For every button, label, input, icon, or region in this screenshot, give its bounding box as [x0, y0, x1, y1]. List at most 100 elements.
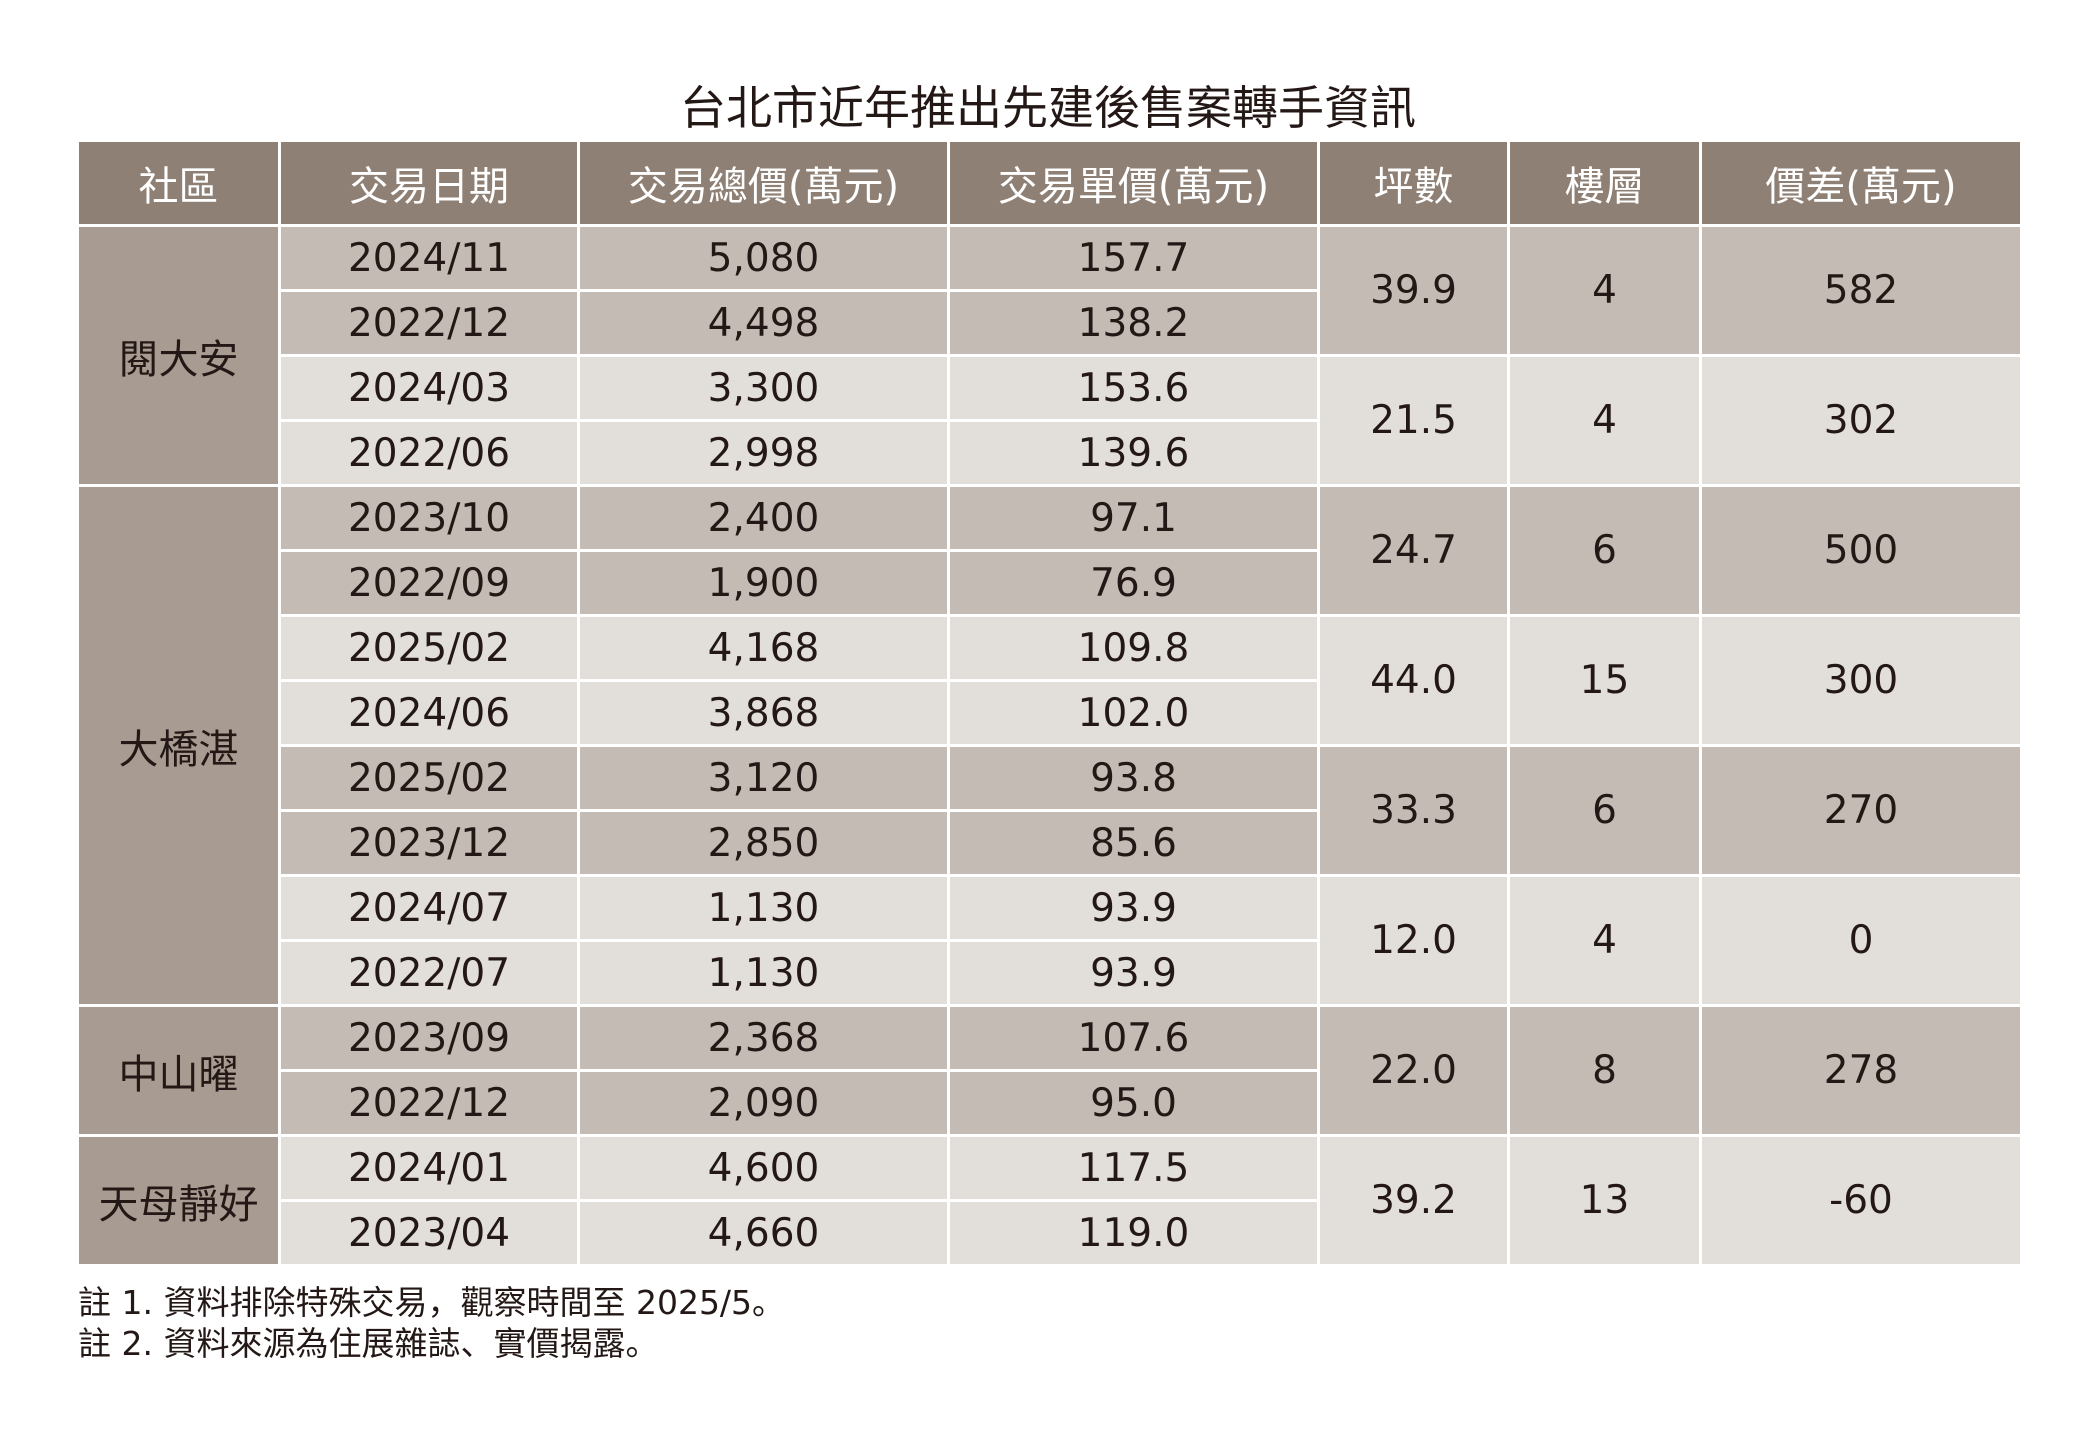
- unit-price-cell: 107.6: [947, 1004, 1320, 1072]
- unit-price-cell: 97.1: [947, 484, 1320, 552]
- total-price-cell: 3,868: [577, 679, 950, 747]
- header-community: 社區: [76, 139, 281, 227]
- table-row: 2023/12 2,850 85.6: [78, 809, 2022, 877]
- table-title: 台北市近年推出先建後售案轉手資訊: [680, 81, 1416, 135]
- total-price-cell: 4,498: [577, 289, 950, 357]
- ping-cell: 39.2: [1317, 1134, 1510, 1267]
- ping-cell: 12.0: [1317, 874, 1510, 1007]
- resale-table: 社區 交易日期 交易總價(萬元) 交易單價(萬元) 坪數 樓層 價差(萬元) 閱…: [76, 139, 2023, 1267]
- unit-price-cell: 153.6: [947, 354, 1320, 422]
- total-price-cell: 3,300: [577, 354, 950, 422]
- date-cell: 2022/06: [278, 419, 580, 487]
- unit-price-cell: 93.9: [947, 939, 1320, 1007]
- date-cell: 2024/07: [278, 874, 580, 942]
- ping-cell: 21.5: [1317, 354, 1510, 487]
- total-price-cell: 3,120: [577, 744, 950, 812]
- ping-cell: 44.0: [1317, 614, 1510, 747]
- footnote: 註 2. 資料來源為住展雜誌、實價揭露。: [78, 1324, 659, 1363]
- price-diff-cell: 278: [1699, 1004, 2023, 1137]
- unit-price-cell: 117.5: [947, 1134, 1320, 1202]
- date-cell: 2022/12: [278, 289, 580, 357]
- unit-price-cell: 109.8: [947, 614, 1320, 682]
- unit-price-cell: 138.2: [947, 289, 1320, 357]
- ping-cell: 24.7: [1317, 484, 1510, 617]
- table-row: 2025/02 3,120 93.8 33.3 6 270: [78, 744, 2023, 877]
- unit-price-cell: 93.9: [947, 874, 1320, 942]
- price-diff-cell: 300: [1699, 614, 2023, 747]
- price-diff-cell: 500: [1699, 484, 2023, 617]
- table-row: 2023/04 4,660 119.0: [78, 1199, 2022, 1267]
- table-row: 中山曜 2023/09 2,368 107.6 22.0 8 278: [76, 1004, 2023, 1137]
- table-row: 2022/09 1,900 76.9: [78, 549, 2022, 617]
- ping-cell: 33.3: [1317, 744, 1510, 877]
- date-cell: 2023/12: [278, 809, 580, 877]
- table-row: 2024/06 3,868 102.0: [78, 679, 2022, 747]
- total-price-cell: 1,130: [577, 874, 950, 942]
- floor-cell: 15: [1507, 614, 1702, 747]
- total-price-cell: 2,368: [577, 1004, 950, 1072]
- price-diff-cell: -60: [1699, 1134, 2023, 1267]
- date-cell: 2025/02: [278, 614, 580, 682]
- date-cell: 2023/04: [278, 1199, 580, 1267]
- header-date: 交易日期: [278, 139, 580, 227]
- price-diff-cell: 270: [1699, 744, 2023, 877]
- unit-price-cell: 119.0: [947, 1199, 1320, 1267]
- price-diff-cell: 302: [1699, 354, 2023, 487]
- header-unit-price: 交易單價(萬元): [947, 139, 1320, 227]
- floor-cell: 4: [1507, 224, 1702, 357]
- floor-cell: 6: [1507, 484, 1702, 617]
- unit-price-cell: 76.9: [947, 549, 1320, 617]
- price-diff-cell: 0: [1699, 874, 2023, 1007]
- total-price-cell: 4,600: [577, 1134, 950, 1202]
- unit-price-cell: 139.6: [947, 419, 1320, 487]
- footnote: 註 1. 資料排除特殊交易，觀察時間至 2025/5。: [78, 1283, 786, 1322]
- unit-price-cell: 157.7: [947, 224, 1320, 292]
- date-cell: 2023/09: [278, 1004, 580, 1072]
- header-floor: 樓層: [1507, 139, 1702, 227]
- floor-cell: 13: [1507, 1134, 1702, 1267]
- table-row: 2025/02 4,168 109.8 44.0 15 300: [78, 614, 2023, 747]
- price-diff-cell: 582: [1699, 224, 2023, 357]
- floor-cell: 4: [1507, 874, 1702, 1007]
- unit-price-cell: 95.0: [947, 1069, 1320, 1137]
- header-ping: 坪數: [1317, 139, 1510, 227]
- community-cell: 天母靜好: [76, 1134, 281, 1267]
- header-row: 社區 交易日期 交易總價(萬元) 交易單價(萬元) 坪數 樓層 價差(萬元): [76, 139, 2023, 227]
- total-price-cell: 2,850: [577, 809, 950, 877]
- table-row: 2024/07 1,130 93.9 12.0 4 0: [78, 874, 2023, 1007]
- floor-cell: 4: [1507, 354, 1702, 487]
- total-price-cell: 1,130: [577, 939, 950, 1007]
- total-price-cell: 4,660: [577, 1199, 950, 1267]
- community-cell: 閱大安: [76, 224, 281, 487]
- total-price-cell: 1,900: [577, 549, 950, 617]
- ping-cell: 22.0: [1317, 1004, 1510, 1137]
- unit-price-cell: 93.8: [947, 744, 1320, 812]
- table-row: 2022/06 2,998 139.6: [78, 419, 2022, 487]
- total-price-cell: 5,080: [577, 224, 950, 292]
- total-price-cell: 2,400: [577, 484, 950, 552]
- date-cell: 2022/12: [278, 1069, 580, 1137]
- total-price-cell: 2,998: [577, 419, 950, 487]
- table-row: 大橋湛 2023/10 2,400 97.1 24.7 6 500: [76, 484, 2023, 1007]
- table-row: 2022/12 4,498 138.2: [78, 289, 2022, 357]
- ping-cell: 39.9: [1317, 224, 1510, 357]
- date-cell: 2024/03: [278, 354, 580, 422]
- date-cell: 2025/02: [278, 744, 580, 812]
- footnotes: 註 1. 資料排除特殊交易，觀察時間至 2025/5。 註 2. 資料來源為住展…: [78, 1282, 785, 1364]
- total-price-cell: 4,168: [577, 614, 950, 682]
- table-row: 2024/03 3,300 153.6 21.5 4 302: [78, 354, 2023, 487]
- header-total-price: 交易總價(萬元): [577, 139, 950, 227]
- unit-price-cell: 85.6: [947, 809, 1320, 877]
- header-price-diff: 價差(萬元): [1699, 139, 2023, 227]
- table-row: 天母靜好 2024/01 4,600 117.5 39.2 13 -60: [76, 1134, 2023, 1267]
- floor-cell: 6: [1507, 744, 1702, 877]
- community-cell: 大橋湛: [76, 484, 281, 1007]
- floor-cell: 8: [1507, 1004, 1702, 1137]
- total-price-cell: 2,090: [577, 1069, 950, 1137]
- date-cell: 2022/07: [278, 939, 580, 1007]
- date-cell: 2022/09: [278, 549, 580, 617]
- table-row: 2022/07 1,130 93.9: [78, 939, 2022, 1007]
- table-row: 2022/12 2,090 95.0: [78, 1069, 2022, 1137]
- table-row: 閱大安 2024/11 5,080 157.7 39.9 4 582: [76, 224, 2023, 487]
- unit-price-cell: 102.0: [947, 679, 1320, 747]
